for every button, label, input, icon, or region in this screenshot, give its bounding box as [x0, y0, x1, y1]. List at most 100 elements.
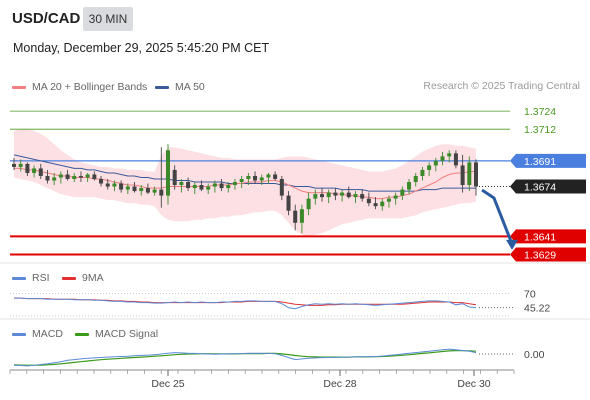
time-axis-label: Dec 30 [457, 378, 490, 390]
candle-body [206, 186, 211, 190]
candle-body [266, 174, 271, 178]
candle-body [78, 175, 83, 178]
rsi-swatch-icon [12, 276, 26, 280]
candle-body [172, 169, 177, 186]
candle-body [400, 189, 405, 196]
candle-body [132, 186, 137, 192]
candle-body [253, 175, 258, 181]
candle-body [105, 183, 110, 187]
candle-body [447, 153, 452, 157]
candle-body [58, 174, 63, 178]
rsi-ma-swatch-icon [62, 276, 76, 280]
candle-body [427, 165, 432, 170]
datetime-label: Monday, December 29, 2025 5:45:20 PM CET [13, 41, 270, 55]
macd-last-label: 0.00 [524, 349, 545, 361]
candle-body [192, 185, 197, 189]
candle-body [152, 189, 157, 193]
forecast-arrow [481, 188, 514, 245]
candle-body [420, 169, 425, 176]
rsi-level-label: 70 [524, 289, 536, 301]
candle-body [319, 194, 325, 198]
macd-line [13, 348, 477, 367]
level-label-support-1: 1.3641 [524, 231, 556, 243]
last-price-tag [510, 179, 586, 194]
legend-ma50: MA 50 [155, 80, 205, 94]
candle-body [460, 165, 465, 186]
candle-body [45, 175, 50, 181]
candle-body [52, 177, 57, 181]
legend-rsi-label: RSI [32, 272, 50, 284]
last-price-label: 1.3674 [524, 182, 556, 194]
candle-body [186, 182, 191, 189]
candle-body [440, 156, 445, 161]
forecast-arrow-head [506, 239, 518, 250]
candle-body [279, 179, 284, 196]
level-label-resistance-2: 1.3724 [524, 106, 556, 118]
level-tag-support-2 [510, 247, 586, 262]
level-label-support-2: 1.3629 [524, 249, 556, 261]
candle-body [38, 168, 43, 176]
ma50-line [13, 154, 476, 192]
macd-signal-swatch-icon [75, 332, 89, 336]
level-tag-pivot [510, 153, 586, 168]
candle-body [333, 192, 338, 196]
rsi-line [14, 297, 477, 310]
candle-body [360, 194, 365, 199]
time-axis-label: Dec 28 [323, 378, 356, 390]
time-axis-label: Dec 25 [151, 378, 184, 390]
candle-body [159, 189, 164, 196]
candle-body [139, 188, 144, 192]
candle-body [112, 183, 117, 187]
candle-body [219, 183, 224, 189]
candle-body [125, 186, 130, 190]
candle-body [433, 160, 438, 166]
candle-body [226, 185, 231, 189]
candle-body [286, 195, 291, 211]
candle-body [246, 175, 251, 179]
candle-body [386, 198, 391, 202]
level-label-resistance-1: 1.3712 [524, 124, 556, 136]
legend-rsi: RSI [12, 271, 50, 285]
timeframe-badge[interactable]: 30 MIN [83, 7, 133, 31]
copyright-label: Research © 2025 Trading Central [423, 80, 580, 92]
level-label-pivot: 1.3691 [524, 156, 556, 168]
candle-body [380, 201, 385, 207]
legend-macd-label: MACD [32, 328, 63, 340]
candle-body [11, 163, 17, 167]
candle-body [92, 174, 97, 179]
candle-body [25, 163, 30, 173]
candle-body [366, 198, 371, 204]
legend-ma50-label: MA 50 [175, 81, 205, 93]
candle-body [65, 174, 70, 179]
candle-body [273, 174, 278, 179]
candle-body [259, 177, 264, 181]
macd-signal-line [13, 350, 477, 366]
candle-body [467, 162, 472, 186]
candle-body [199, 185, 204, 190]
candle-body [306, 198, 311, 210]
candle-body [326, 192, 331, 198]
legend-macd: MACD [12, 327, 63, 341]
candle-body [165, 150, 171, 196]
candle-body [72, 175, 77, 179]
candle-body [293, 210, 298, 223]
candle-body [179, 182, 184, 186]
candle-body [373, 203, 378, 207]
ma50-swatch-icon [155, 85, 169, 89]
candle-body [407, 182, 412, 190]
macd-swatch-icon [12, 332, 26, 336]
rsi-last-label: 45.22 [524, 303, 550, 315]
candle-body [340, 192, 345, 196]
ma20-swatch-icon [12, 85, 26, 89]
candle-body [119, 183, 124, 190]
legend-macd-signal: MACD Signal [75, 327, 158, 341]
legend-rsi-ma-label: 9MA [82, 272, 104, 284]
level-tag-support-1 [510, 229, 586, 244]
candle-body [393, 195, 398, 199]
symbol-title: USD/CAD [12, 10, 81, 27]
rsi-ma-line [14, 297, 477, 306]
legend-macd-signal-label: MACD Signal [95, 328, 159, 340]
candle-body [353, 194, 358, 198]
legend-ma20: MA 20 + Bollinger Bands [12, 80, 147, 94]
